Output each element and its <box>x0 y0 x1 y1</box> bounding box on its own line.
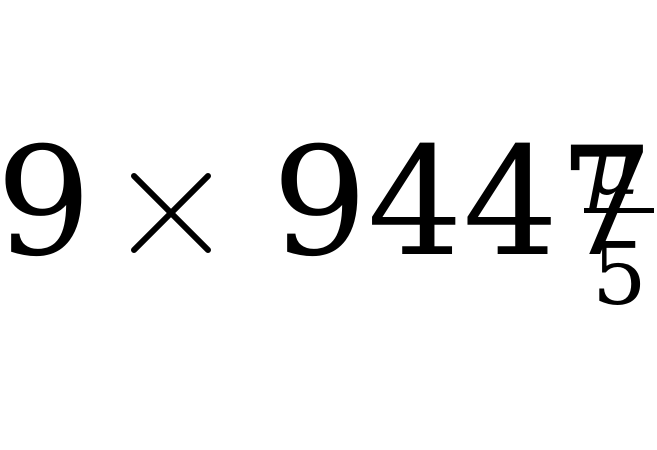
exponent-denominator: 5 <box>592 225 647 325</box>
times-icon <box>131 173 211 253</box>
base-number: 9447 <box>272 116 654 290</box>
exponent-numerator: μ <box>585 119 639 214</box>
fraction-bar <box>584 208 654 213</box>
multiplicand: 9 <box>0 116 92 290</box>
